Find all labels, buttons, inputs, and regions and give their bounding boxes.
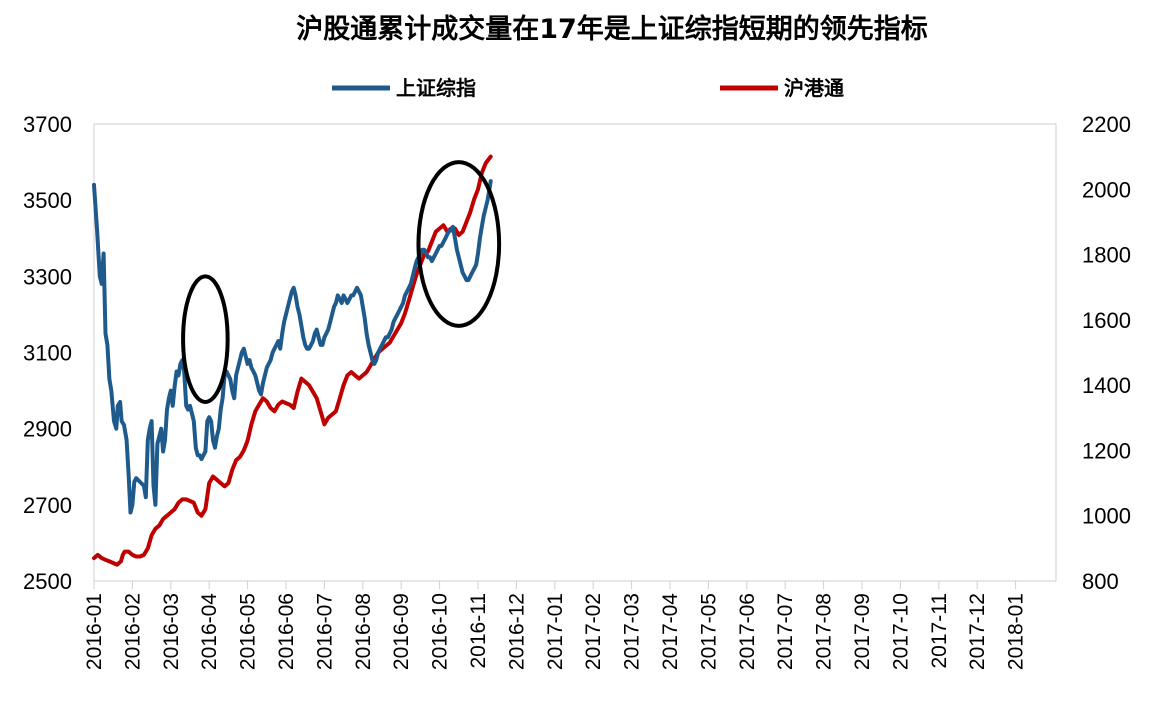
x-tick-label: 2018-01 [1005, 593, 1028, 670]
annotation-circle [416, 160, 502, 328]
x-tick-label: 2017-05 [697, 593, 720, 670]
x-tick-label: 2016-02 [121, 593, 144, 670]
y-right-tick-label: 1400 [1082, 373, 1131, 398]
legend-label: 沪港通 [784, 76, 844, 100]
x-tick-label: 2016-11 [467, 593, 490, 669]
x-tick-label: 2017-09 [851, 593, 874, 670]
y-left-tick-label: 3300 [23, 264, 72, 289]
y-left-tick-label: 3700 [23, 112, 72, 137]
x-tick-label: 2016-08 [352, 593, 375, 670]
x-tick-label: 2016-06 [275, 593, 298, 670]
series-line-shanghai-composite [92, 179, 493, 515]
y-axis-right: 800 1000 1200 1400 1600 1800 2000 2200 [1082, 112, 1131, 594]
legend-label: 上证综指 [396, 76, 476, 100]
x-tick-label: 2016-12 [505, 593, 528, 670]
x-tick-label: 2017-01 [544, 593, 567, 670]
series-layer [92, 154, 493, 567]
x-tick-label: 2016-10 [429, 593, 452, 670]
y-left-tick-label: 2900 [23, 417, 72, 442]
y-right-tick-label: 1800 [1082, 243, 1131, 268]
x-tick-label: 2017-04 [659, 593, 682, 670]
y-left-tick-label: 3500 [23, 188, 72, 213]
x-tick-label: 2017-02 [582, 593, 605, 670]
y-right-tick-label: 1000 [1082, 504, 1131, 529]
y-right-tick-label: 1200 [1082, 438, 1131, 463]
y-axis-left: 2500 2700 2900 3100 3300 3500 3700 [23, 112, 72, 594]
chart-title: 沪股通累计成交量在17年是上证综指短期的领先指标 [296, 13, 928, 45]
x-tick-label: 2016-03 [160, 593, 183, 670]
x-tick-label: 2016-09 [390, 593, 413, 670]
x-tick-label: 2017-07 [774, 593, 797, 670]
legend: 上证综指 沪港通 [332, 76, 844, 100]
y-right-tick-label: 2200 [1082, 112, 1131, 137]
x-tick-label: 2017-12 [966, 593, 989, 670]
series-line-shanghai-hk-connect [92, 154, 493, 567]
y-right-tick-label: 800 [1082, 569, 1119, 594]
y-left-tick-label: 2500 [23, 569, 72, 594]
x-tick-label: 2016-07 [313, 593, 336, 670]
y-left-tick-label: 3100 [23, 341, 72, 366]
y-right-tick-label: 1600 [1082, 308, 1131, 333]
annotation-layer [181, 160, 502, 405]
x-tick-label: 2016-04 [198, 593, 221, 670]
y-left-tick-label: 2700 [23, 493, 72, 518]
y-right-tick-label: 2000 [1082, 177, 1131, 202]
annotation-circle [181, 274, 230, 405]
x-tick-label: 2017-08 [813, 593, 836, 670]
plot-frame [93, 123, 1057, 582]
x-tick-label: 2017-11 [928, 593, 951, 669]
x-tick-label: 2016-01 [83, 593, 106, 670]
x-axis: 2016-01 2016-02 2016-03 2016-04 2016-05 2016-… [83, 581, 1028, 670]
x-tick-label: 2016-05 [237, 593, 260, 670]
x-tick-label: 2017-10 [889, 593, 912, 670]
x-tick-label: 2017-03 [621, 593, 644, 670]
x-tick-label: 2017-06 [736, 593, 759, 670]
